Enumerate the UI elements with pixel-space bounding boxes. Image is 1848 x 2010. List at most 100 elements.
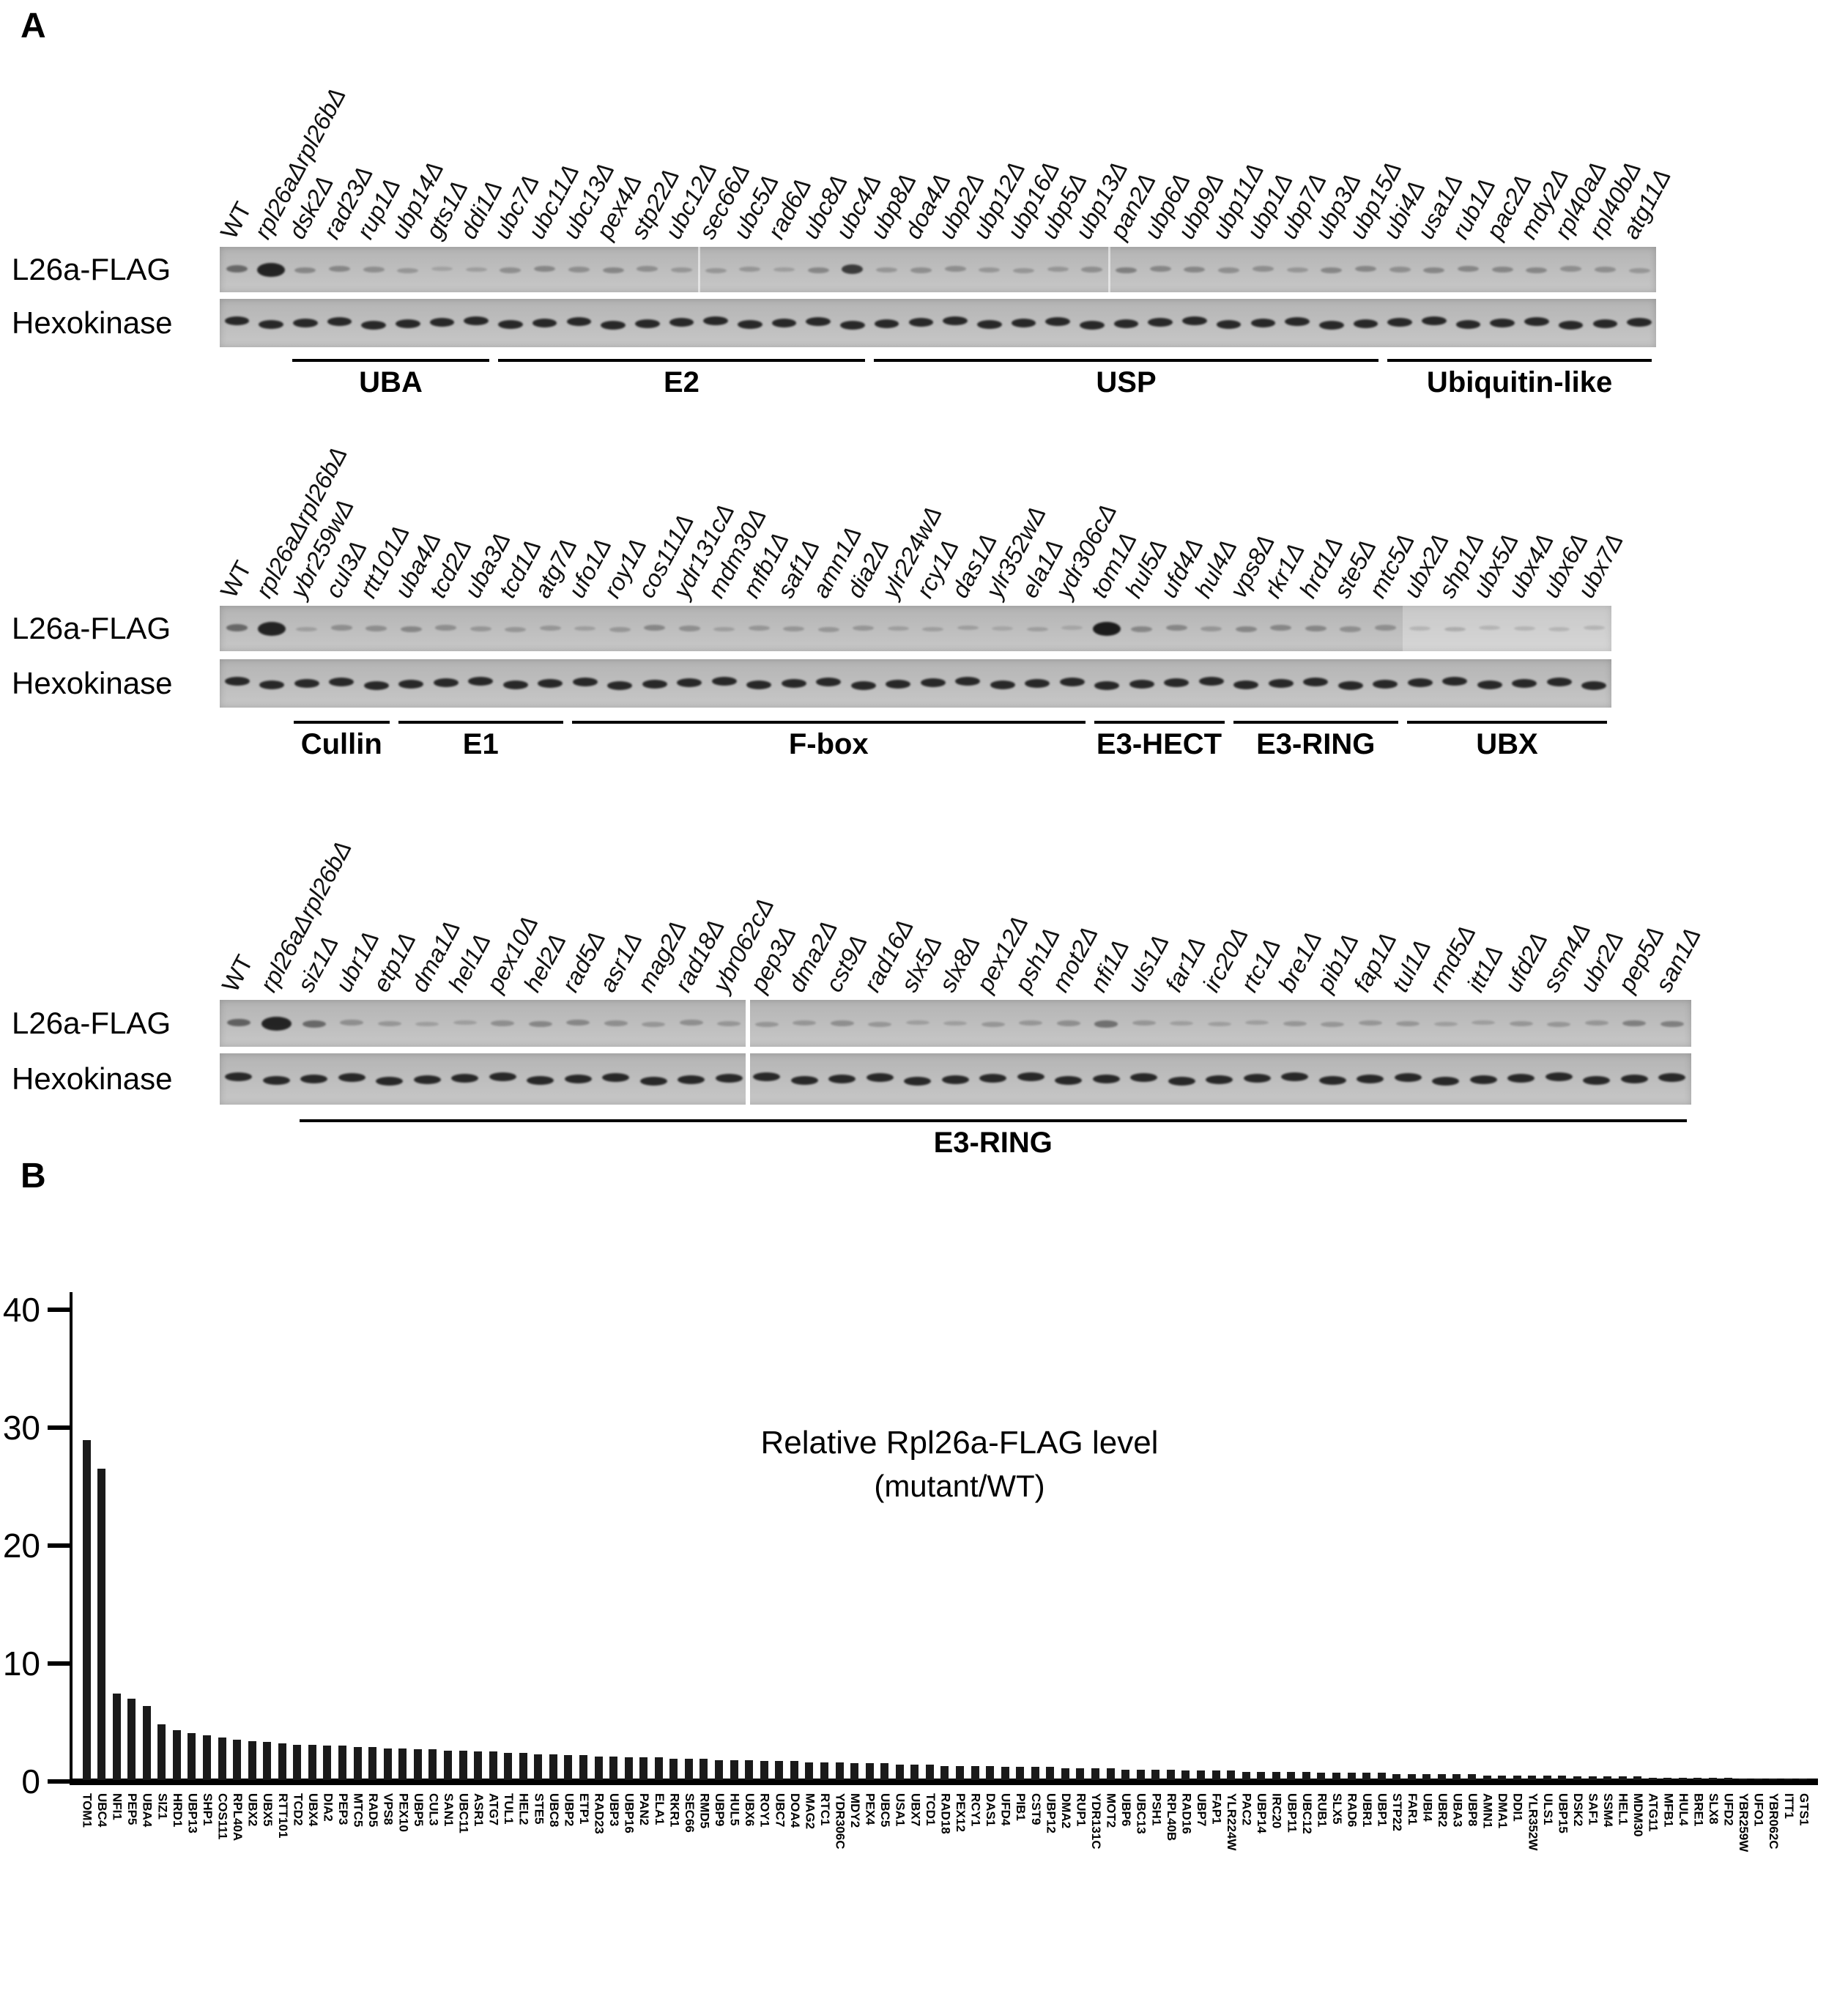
protein-band (489, 1072, 516, 1081)
bar (715, 1759, 724, 1780)
bar-label: MAG2 (803, 1793, 817, 1830)
protein-band (850, 681, 876, 690)
bar-label: YDR131C (1089, 1793, 1104, 1850)
protein-band (711, 677, 737, 686)
group-bracket (497, 359, 866, 362)
bar-label: RPL40A (231, 1793, 245, 1842)
bar-label: PEP3 (336, 1793, 351, 1825)
bar (1377, 1773, 1386, 1780)
protein-band (1252, 266, 1274, 272)
protein-band (602, 1073, 630, 1082)
bar (700, 1759, 708, 1780)
protein-band (257, 262, 285, 277)
protein-band (1305, 626, 1326, 631)
bar (971, 1765, 979, 1780)
bar-label: DSK2 (1570, 1793, 1585, 1827)
bar-label: SSM4 (1601, 1793, 1616, 1828)
protein-band (505, 626, 527, 632)
bar-label: RAD16 (1179, 1793, 1194, 1834)
bar-label: UBX7 (908, 1793, 923, 1827)
protein-band (979, 267, 1001, 272)
protein-band (607, 681, 633, 690)
protein-band (1660, 1020, 1684, 1028)
protein-band (992, 626, 1014, 631)
chart-title-line1: Relative Rpl26a-FLAG level (760, 1425, 1159, 1461)
bar (1784, 1779, 1792, 1780)
protein-band (1012, 267, 1034, 273)
protein-band (1442, 677, 1468, 686)
bar-label: ATG7 (486, 1793, 501, 1826)
bar-label: DAS1 (984, 1793, 998, 1827)
bar (1558, 1775, 1567, 1780)
y-tick (48, 1543, 70, 1548)
bar-label: HRD1 (170, 1793, 185, 1828)
protein-band (468, 677, 494, 686)
protein-band (601, 321, 626, 330)
bar (895, 1765, 904, 1780)
protein-band (1080, 321, 1105, 330)
bar (323, 1746, 332, 1780)
bar (549, 1754, 557, 1780)
bar-label: AMN1 (1480, 1793, 1495, 1829)
protein-band (226, 624, 248, 631)
protein-band (1548, 627, 1570, 631)
group-bracket (572, 721, 1086, 724)
group-bracket (300, 1119, 1687, 1122)
bar (1422, 1773, 1431, 1780)
protein-band (451, 1074, 479, 1083)
lane-label: WT (215, 556, 257, 602)
protein-band (1389, 267, 1411, 272)
protein-band (1116, 267, 1138, 274)
protein-band (910, 267, 932, 273)
bar-label: UBP2 (562, 1793, 576, 1827)
bar-label: HUL4 (1676, 1793, 1691, 1826)
protein-band (1092, 1075, 1120, 1083)
protein-band (920, 678, 946, 687)
protein-band (429, 318, 455, 327)
protein-band (1594, 267, 1616, 272)
bar-label: PIB1 (1014, 1793, 1028, 1821)
row-label-hexokinase: Hexokinase (12, 1061, 173, 1096)
bar (353, 1746, 362, 1780)
protein-band (329, 678, 355, 686)
protein-band (887, 626, 909, 631)
protein-band (1235, 626, 1257, 632)
bar-label: SLX5 (1329, 1793, 1344, 1825)
bar-label: UBC7 (773, 1793, 787, 1828)
protein-band (1340, 626, 1362, 632)
protein-band (294, 679, 319, 688)
protein-band (527, 1076, 554, 1085)
protein-band (639, 1077, 667, 1086)
protein-band (748, 625, 770, 631)
protein-band (1132, 1020, 1156, 1026)
x-axis (70, 1779, 1818, 1785)
bar-label: RTT101 (275, 1793, 290, 1839)
protein-band (1422, 316, 1447, 325)
bar (880, 1763, 889, 1780)
protein-band (979, 1074, 1007, 1083)
bar-label: FAR1 (1405, 1793, 1420, 1825)
bar-label: VPS8 (381, 1793, 396, 1825)
bar-label: RCY1 (968, 1793, 983, 1827)
l26a-blot-strip (220, 1000, 1691, 1047)
bar-label: TCD1 (923, 1793, 938, 1826)
bar-label: STE5 (532, 1793, 546, 1825)
bar (1618, 1776, 1627, 1780)
protein-band (1026, 626, 1048, 632)
group-bracket (292, 359, 489, 362)
bar (248, 1740, 256, 1780)
bar (1513, 1775, 1521, 1780)
protein-band (990, 680, 1015, 689)
protein-band (1358, 1020, 1382, 1026)
protein-band (1357, 1075, 1384, 1083)
bar-label: UBI4 (1420, 1793, 1435, 1822)
protein-band (1148, 318, 1173, 327)
protein-band (1113, 319, 1139, 328)
bar-label: UBP13 (185, 1793, 200, 1833)
protein-band (1218, 267, 1240, 273)
bar (730, 1759, 738, 1780)
bar-label: MDM30 (1631, 1793, 1646, 1837)
protein-band (498, 320, 523, 329)
protein-band (539, 625, 561, 631)
